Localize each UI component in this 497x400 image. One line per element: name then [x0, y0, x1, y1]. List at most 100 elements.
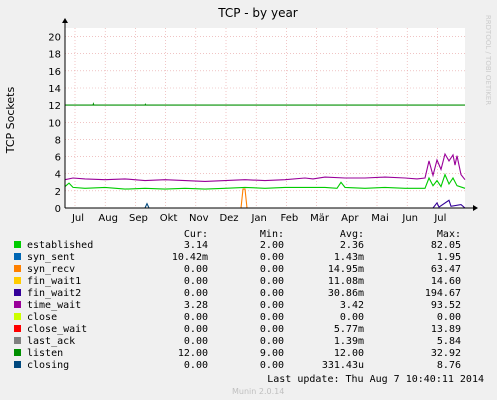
legend-value: 0.00 [260, 276, 284, 287]
legend-name-closing: closing [27, 360, 69, 371]
legend: Cur: Min: Avg: Max: established 3.14 2.00 2.36 8… [14, 229, 461, 371]
legend-value: 2.00 [260, 240, 284, 251]
legend-value: 12.00 [178, 348, 208, 359]
x-tick-label: Jul [433, 213, 446, 224]
series-line-established [64, 173, 466, 190]
legend-value: 0.00 [184, 276, 208, 287]
legend-value: 14.60 [431, 276, 461, 287]
legend-value: 82.05 [431, 240, 461, 251]
legend-swatch-time_wait [14, 301, 21, 308]
legend-value: 13.89 [431, 324, 461, 335]
y-tick-label: 8 [55, 135, 61, 146]
legend-name-established: established [27, 240, 93, 251]
legend-value: 0.00 [184, 264, 208, 275]
legend-swatch-syn_sent [14, 253, 21, 260]
legend-value: 12.00 [334, 348, 364, 359]
legend-value: 3.42 [340, 300, 364, 311]
y-tick-label: 18 [48, 50, 61, 61]
legend-value: 0.00 [260, 312, 284, 323]
legend-value: 0.00 [260, 360, 284, 371]
series-line-fin_wait2 [65, 199, 466, 209]
y-axis-arrow [62, 18, 68, 23]
legend-value: 11.08m [328, 276, 364, 287]
legend-value: 0.00 [260, 300, 284, 311]
series-line-time_wait [64, 152, 466, 182]
legend-header: Max: [437, 229, 461, 240]
legend-swatch-fin_wait2 [14, 289, 21, 296]
y-axis-label: TCP Sockets [4, 87, 17, 155]
legend-value: 14.95m [328, 264, 364, 275]
legend-name-fin_wait2: fin_wait2 [27, 288, 81, 299]
legend-value: 0.00 [260, 288, 284, 299]
legend-name-listen: listen [27, 348, 63, 359]
legend-value: 3.14 [184, 240, 208, 251]
legend-value: 32.92 [431, 348, 461, 359]
y-tick-label: 14 [48, 84, 61, 95]
legend-value: 0.00 [184, 312, 208, 323]
legend-swatch-close [14, 313, 21, 320]
legend-swatch-closing [14, 361, 21, 368]
legend-value: 8.76 [437, 360, 461, 371]
legend-name-time_wait: time_wait [27, 300, 81, 311]
x-tick-label: Apr [341, 213, 359, 224]
legend-value: 331.43u [322, 360, 364, 371]
legend-swatch-established [14, 241, 21, 248]
y-tick-label: 16 [48, 67, 61, 78]
legend-value: 0.00 [184, 336, 208, 347]
y-tick-label: 0 [55, 204, 61, 215]
x-axis-arrow [473, 205, 478, 211]
y-tick-label: 10 [48, 118, 61, 129]
x-tick-label: Dez [219, 213, 238, 224]
grid [65, 28, 465, 209]
legend-value: 0.00 [437, 312, 461, 323]
y-tick-label: 2 [55, 187, 61, 198]
legend-name-fin_wait1: fin_wait1 [27, 276, 81, 287]
legend-header: Cur: [184, 229, 208, 240]
y-tick-label: 12 [48, 101, 61, 112]
legend-name-close_wait: close_wait [27, 324, 87, 335]
legend-swatch-close_wait [14, 325, 21, 332]
legend-value: 0.00 [260, 252, 284, 263]
munin-version: Munin 2.0.14 [232, 387, 284, 396]
legend-value: 5.77m [334, 324, 364, 335]
watermark: RRDTOOL / TOBI OETIKER [484, 15, 492, 105]
x-tick-label: Jul [71, 213, 84, 224]
legend-value: 0.00 [260, 264, 284, 275]
x-tick-label: Feb [281, 213, 299, 224]
axes: 0 2 4 6 8 10 12 14 16 18 20 Jul Aug Sep Okt Nov Dez Jan Fe… [48, 18, 478, 224]
x-tick-label: Mär [310, 213, 330, 224]
legend-value: 1.43m [334, 252, 364, 263]
legend-value: 0.00 [184, 288, 208, 299]
legend-value: 0.00 [340, 312, 364, 323]
legend-name-syn_recv: syn_recv [27, 264, 75, 275]
legend-swatch-fin_wait1 [14, 277, 21, 284]
x-tick-label: Jan [250, 213, 266, 224]
x-tick-label: Nov [189, 213, 209, 224]
legend-header: Min: [260, 229, 284, 240]
legend-header: Avg: [340, 229, 364, 240]
legend-name-syn_sent: syn_sent [27, 252, 75, 263]
x-tick-label: Mai [371, 213, 389, 224]
legend-name-close: close [27, 312, 57, 323]
x-tick-label: Sep [129, 213, 148, 224]
legend-value: 194.67 [425, 288, 461, 299]
legend-value: 2.36 [340, 240, 364, 251]
x-tick-label: Okt [160, 213, 178, 224]
last-update: Last update: Thu Aug 7 10:40:11 2014 [267, 374, 484, 385]
legend-value: 5.84 [437, 336, 461, 347]
legend-value: 1.39m [334, 336, 364, 347]
legend-value: 0.00 [184, 360, 208, 371]
series-line-listen [65, 102, 465, 106]
legend-value: 3.28 [184, 300, 208, 311]
legend-value: 1.95 [437, 252, 461, 263]
legend-value: 30.86m [328, 288, 364, 299]
legend-value: 9.00 [260, 348, 284, 359]
legend-value: 0.00 [260, 324, 284, 335]
y-tick-label: 4 [55, 170, 61, 181]
legend-value: 10.42m [172, 252, 208, 263]
legend-swatch-listen [14, 349, 21, 356]
legend-name-last_ack: last_ack [27, 336, 75, 347]
legend-swatch-last_ack [14, 337, 21, 344]
legend-value: 0.00 [260, 336, 284, 347]
